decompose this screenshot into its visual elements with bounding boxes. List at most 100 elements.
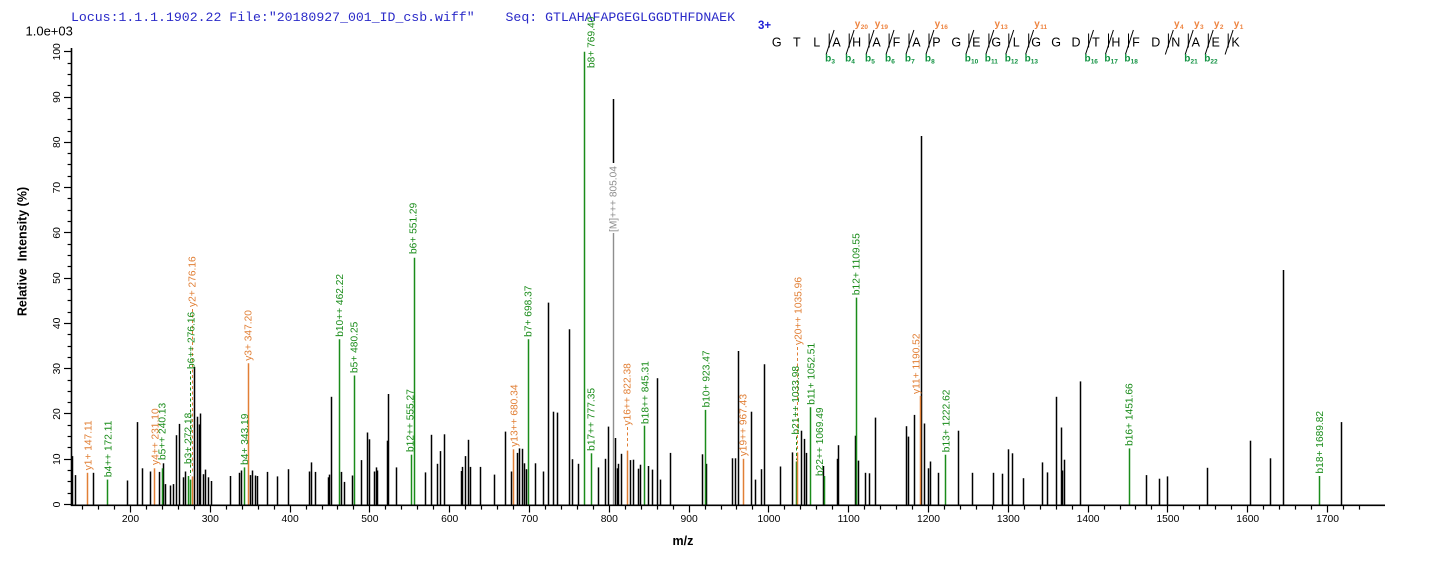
- svg-text:b: b: [1104, 54, 1110, 65]
- svg-text:90: 90: [52, 91, 63, 103]
- svg-text:18: 18: [1131, 59, 1139, 66]
- svg-text:b5++ 240.13: b5++ 240.13: [158, 402, 169, 460]
- svg-text:y: y: [995, 19, 1001, 30]
- svg-text:b: b: [885, 54, 891, 65]
- svg-text:80: 80: [52, 136, 63, 148]
- svg-text:b12+ 1109.55: b12+ 1109.55: [852, 233, 863, 295]
- svg-text:1600: 1600: [1236, 514, 1259, 525]
- svg-text:0: 0: [52, 501, 63, 507]
- svg-text:7: 7: [911, 59, 915, 66]
- svg-text:1.0e+03: 1.0e+03: [26, 24, 73, 39]
- svg-text:1000: 1000: [757, 514, 780, 525]
- svg-text:b10+ 923.47: b10+ 923.47: [701, 350, 712, 407]
- svg-text:1100: 1100: [838, 514, 860, 525]
- svg-text:3: 3: [831, 59, 835, 66]
- svg-text:y: y: [855, 19, 861, 30]
- svg-text:500: 500: [361, 514, 378, 525]
- svg-text:1500: 1500: [1156, 514, 1179, 525]
- svg-text:b: b: [1085, 54, 1091, 65]
- svg-text:b21++ 1033.98: b21++ 1033.98: [791, 366, 802, 435]
- svg-text:b12++ 555.27: b12++ 555.27: [406, 389, 417, 452]
- svg-text:50: 50: [52, 272, 63, 284]
- svg-text:y: y: [1174, 19, 1180, 30]
- svg-text:b: b: [845, 54, 851, 65]
- svg-text:b7+ 698.37: b7+ 698.37: [524, 285, 535, 337]
- svg-text:60: 60: [52, 227, 63, 239]
- svg-text:E: E: [1212, 36, 1220, 50]
- svg-text:10: 10: [52, 453, 63, 465]
- svg-text:b6+ 551.29: b6+ 551.29: [408, 202, 419, 254]
- svg-text:b: b: [965, 54, 971, 65]
- svg-text:F: F: [1132, 36, 1140, 50]
- svg-text:b: b: [1204, 54, 1210, 65]
- svg-text:L: L: [813, 36, 820, 50]
- svg-text:b17++ 777.35: b17++ 777.35: [587, 388, 598, 451]
- svg-text:300: 300: [202, 514, 219, 525]
- svg-text:600: 600: [441, 514, 458, 525]
- svg-text:1: 1: [1240, 24, 1244, 31]
- svg-text:y13++ 680.34: y13++ 680.34: [509, 384, 520, 447]
- svg-text:5: 5: [871, 59, 875, 66]
- svg-text:22: 22: [1210, 59, 1218, 66]
- svg-text:b22++ 1069.49: b22++ 1069.49: [815, 407, 826, 476]
- svg-text:1300: 1300: [997, 514, 1020, 525]
- svg-text:b16+ 1451.66: b16+ 1451.66: [1125, 383, 1136, 446]
- svg-text:y: y: [875, 19, 881, 30]
- svg-text:b4++ 172.11: b4++ 172.11: [103, 420, 114, 477]
- svg-text:b: b: [1124, 54, 1130, 65]
- svg-text:G: G: [1031, 36, 1041, 50]
- svg-text:1400: 1400: [1077, 514, 1100, 525]
- svg-text:G: G: [1051, 36, 1061, 50]
- svg-text:b: b: [905, 54, 911, 65]
- svg-text:N: N: [1171, 36, 1180, 50]
- svg-text:G: G: [991, 36, 1001, 50]
- svg-text:A: A: [832, 36, 841, 50]
- svg-text:y1+ 147.11: y1+ 147.11: [83, 420, 94, 470]
- svg-text:b: b: [1005, 54, 1011, 65]
- svg-text:b: b: [1184, 54, 1190, 65]
- svg-text:17: 17: [1111, 59, 1119, 66]
- svg-text:400: 400: [282, 514, 299, 525]
- svg-text:4: 4: [851, 59, 855, 66]
- svg-text:D: D: [1071, 36, 1080, 50]
- svg-text:1700: 1700: [1316, 514, 1339, 525]
- svg-text:E: E: [972, 36, 980, 50]
- svg-text:b18++ 845.31: b18++ 845.31: [640, 361, 651, 424]
- svg-text:16: 16: [941, 24, 949, 31]
- svg-text:L: L: [1013, 36, 1020, 50]
- svg-text:b: b: [1025, 54, 1031, 65]
- svg-text:[M]+++ 805.04: [M]+++ 805.04: [609, 166, 620, 232]
- svg-text:G: G: [772, 36, 782, 50]
- svg-text:20: 20: [52, 408, 63, 420]
- svg-text:21: 21: [1191, 59, 1199, 66]
- svg-text:11: 11: [1040, 24, 1047, 31]
- svg-text:y20++ 1035.96: y20++ 1035.96: [794, 277, 805, 345]
- svg-text:b8+ 769.40: b8+ 769.40: [587, 16, 598, 68]
- svg-text:b: b: [865, 54, 871, 65]
- svg-text:b: b: [825, 54, 831, 65]
- svg-text:30: 30: [52, 363, 63, 375]
- svg-text:b3+ 272.18: b3+ 272.18: [184, 412, 195, 464]
- svg-text:40: 40: [52, 317, 63, 329]
- svg-text:Seq: GTLAHAFAPGEGLGGDTHFDNAEK: Seq: GTLAHAFAPGEGLGGDTHFDNAEK: [506, 10, 736, 25]
- svg-text:b4+ 343.19: b4+ 343.19: [240, 413, 251, 465]
- svg-text:100: 100: [52, 43, 63, 60]
- svg-text:20: 20: [861, 24, 869, 31]
- svg-text:200: 200: [122, 514, 139, 525]
- svg-text:m/z: m/z: [673, 534, 694, 548]
- svg-text:y: y: [1214, 19, 1220, 30]
- svg-text:b11+ 1052.51: b11+ 1052.51: [806, 343, 817, 405]
- svg-text:T: T: [793, 36, 801, 50]
- svg-text:H: H: [852, 36, 861, 50]
- svg-text:1200: 1200: [917, 514, 940, 525]
- svg-text:y: y: [1034, 19, 1040, 30]
- svg-text:y: y: [935, 19, 941, 30]
- svg-text:D: D: [1151, 36, 1160, 50]
- svg-text:4: 4: [1180, 24, 1184, 31]
- svg-text:Relative Intensity (%): Relative Intensity (%): [16, 187, 30, 316]
- svg-text:b6++ 276.16: b6++ 276.16: [186, 311, 197, 369]
- svg-text:b18+ 1689.82: b18+ 1689.82: [1315, 411, 1326, 474]
- svg-text:y19++ 967.43: y19++ 967.43: [739, 394, 750, 457]
- svg-text:y11+ 1190.52: y11+ 1190.52: [912, 333, 923, 394]
- svg-text:b10++ 462.22: b10++ 462.22: [335, 274, 346, 337]
